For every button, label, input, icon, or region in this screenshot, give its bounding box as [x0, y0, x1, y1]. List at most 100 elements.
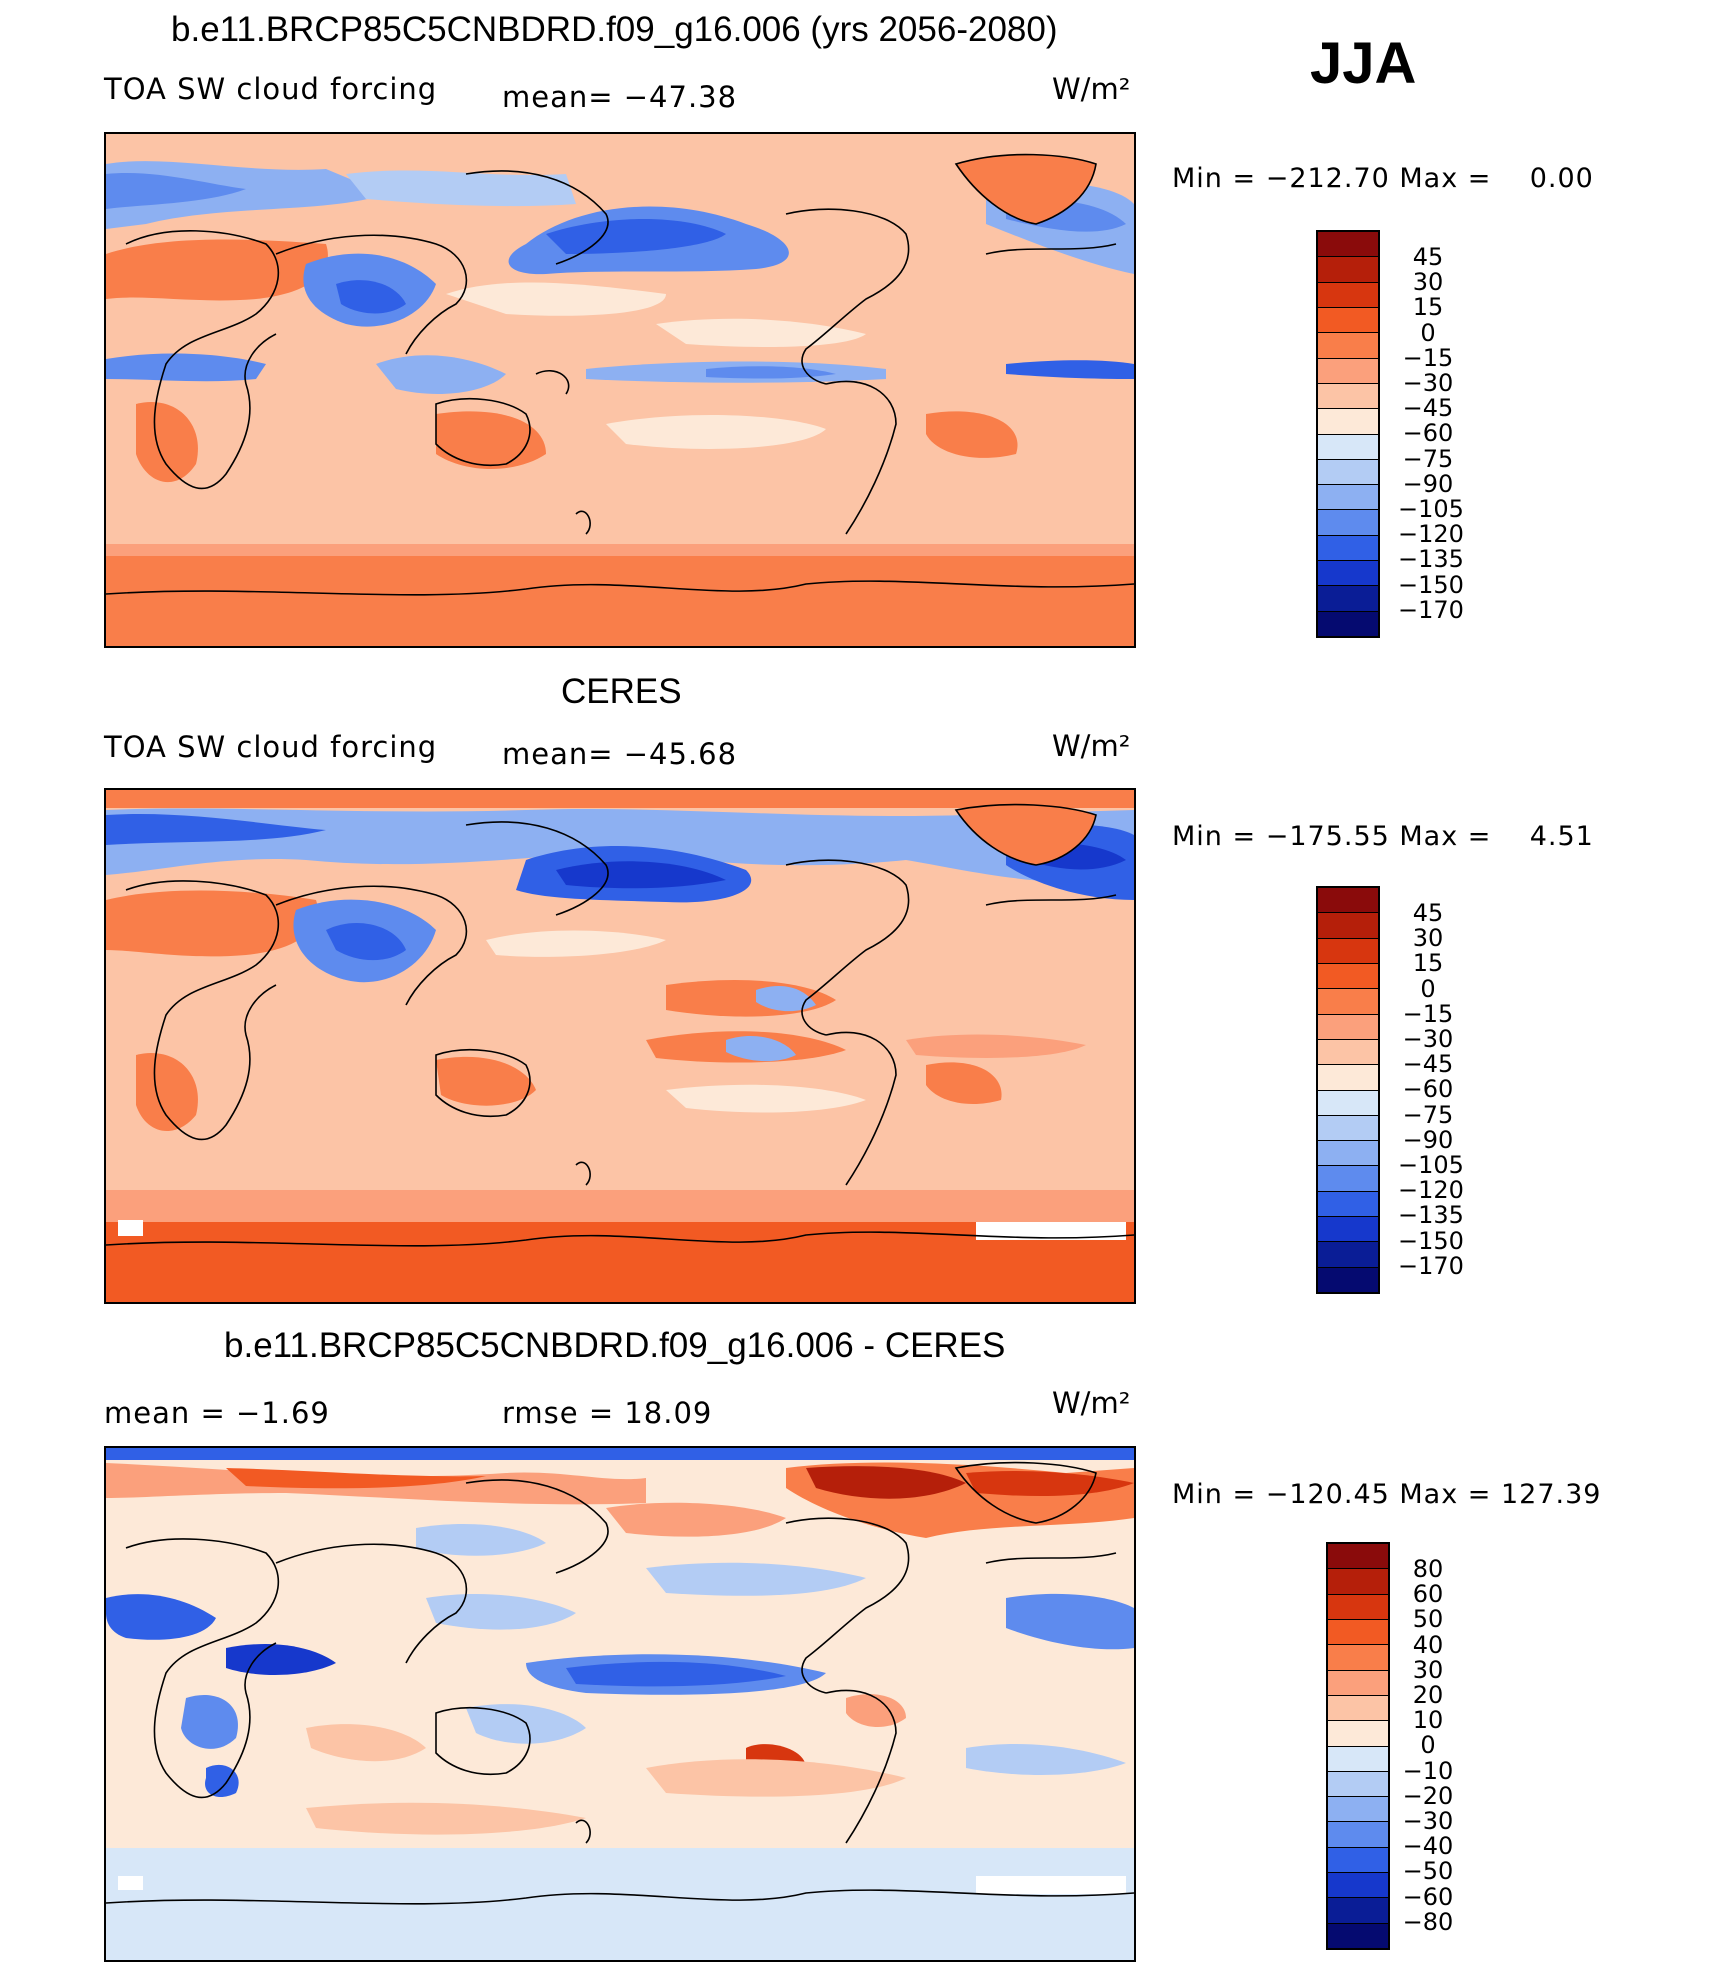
panel-3-minmax: Min = −120.45 Max = 127.39 [1172, 1479, 1602, 1510]
colorbar-tick-label: −150 [1398, 1226, 1464, 1255]
panel-3-units: W/m² [1052, 1386, 1131, 1420]
colorbar-tick-label: 40 [1412, 1630, 1444, 1659]
colorbar-tick-label: −45 [1402, 394, 1454, 423]
colorbar-swatch [1318, 888, 1378, 914]
colorbar-swatch [1328, 1594, 1388, 1620]
colorbar-tick-label: 45 [1412, 899, 1444, 927]
colorbar-swatch [1318, 1115, 1378, 1142]
colorbar-swatch [1318, 1217, 1378, 1243]
colorbar-tick-label: −15 [1402, 999, 1454, 1028]
colorbar-tick-label: −135 [1398, 1201, 1464, 1230]
panel-1-colorbar-ticks: 45 30 15 0 −15 −30 −45 −60 −75 −90 −105 −120 −135 −15… [1398, 243, 1464, 624]
colorbar-swatch [1328, 1670, 1388, 1696]
colorbar-swatch [1318, 409, 1378, 435]
colorbar-swatch [1318, 1267, 1378, 1292]
panel-1-colorbar [1316, 230, 1380, 638]
colorbar-tick-label: −150 [1398, 570, 1464, 599]
colorbar-swatch [1318, 963, 1378, 990]
colorbar-tick-label: −75 [1402, 444, 1454, 473]
colorbar-tick-label: 15 [1412, 949, 1444, 978]
colorbar-swatch [1318, 913, 1378, 939]
colorbar-swatch [1318, 257, 1378, 283]
colorbar-swatch [1318, 1039, 1378, 1066]
colorbar-swatch [1328, 1569, 1388, 1595]
colorbar-tick-label: −60 [1402, 419, 1454, 448]
colorbar-swatch [1328, 1645, 1388, 1671]
colorbar-swatch [1318, 561, 1378, 587]
colorbar-tick-label: 15 [1412, 293, 1444, 322]
colorbar-tick-label: 0 [1420, 974, 1436, 1003]
colorbar-tick-label: −60 [1402, 1075, 1454, 1104]
colorbar-tick-label: −105 [1398, 1151, 1464, 1180]
colorbar-swatch [1318, 459, 1378, 486]
panel-2-units: W/m² [1052, 729, 1131, 763]
colorbar-tick-label: −90 [1402, 469, 1454, 498]
panel-3-map [104, 1446, 1136, 1962]
colorbar-swatch [1318, 586, 1378, 612]
colorbar-swatch [1318, 938, 1378, 964]
colorbar-tick-label: 30 [1412, 268, 1444, 297]
panel-1-minmax: Min = −212.70 Max = 0.00 [1172, 163, 1594, 194]
colorbar-swatch [1318, 485, 1378, 511]
panel-2-colorbar [1316, 886, 1380, 1294]
panel-3-title: b.e11.BRCP85C5CNBDRD.f09_g16.006 - CERES [224, 1326, 1006, 1365]
colorbar-tick-label: −135 [1398, 545, 1464, 574]
colorbar-swatch [1318, 383, 1378, 410]
colorbar-tick-label: −30 [1402, 1807, 1454, 1836]
colorbar-swatch [1318, 232, 1378, 258]
colorbar-swatch [1318, 1191, 1378, 1218]
colorbar-tick-label: 10 [1412, 1706, 1444, 1735]
colorbar-tick-label: −15 [1402, 343, 1454, 372]
colorbar-swatch [1318, 307, 1378, 334]
colorbar-tick-label: −120 [1398, 1176, 1464, 1205]
panel-2-variable-label: TOA SW cloud forcing [104, 730, 438, 764]
colorbar-swatch [1328, 1544, 1388, 1570]
colorbar-swatch [1318, 282, 1378, 308]
panel-2-map [104, 788, 1136, 1304]
colorbar-tick-label: 0 [1420, 318, 1436, 347]
colorbar-swatch [1318, 1242, 1378, 1268]
colorbar-swatch [1328, 1873, 1388, 1899]
colorbar-swatch [1318, 535, 1378, 562]
panel-1-map-field [106, 134, 1134, 646]
colorbar-swatch [1328, 1619, 1388, 1646]
colorbar-tick-label: −170 [1398, 595, 1464, 624]
colorbar-swatch [1328, 1898, 1388, 1924]
colorbar-tick-label: −80 [1402, 1907, 1454, 1936]
panel-3-colorbar [1326, 1542, 1390, 1950]
panel-1-units: W/m² [1052, 72, 1131, 106]
colorbar-tick-label: −120 [1398, 520, 1464, 549]
colorbar-tick-label: −105 [1398, 495, 1464, 524]
colorbar-tick-label: 45 [1412, 243, 1444, 271]
colorbar-swatch [1328, 1797, 1388, 1823]
colorbar-tick-label: −90 [1402, 1125, 1454, 1154]
colorbar-swatch [1318, 434, 1378, 460]
colorbar-tick-label: −50 [1402, 1857, 1454, 1886]
panel-1-map [104, 132, 1136, 648]
colorbar-tick-label: 80 [1412, 1555, 1444, 1583]
panel-1-mean-label: mean= −47.38 [502, 80, 738, 114]
panel-3-rmse-label: rmse = 18.09 [502, 1396, 713, 1430]
colorbar-tick-label: −20 [1402, 1781, 1454, 1810]
colorbar-swatch [1318, 1014, 1378, 1040]
panel-3-colorbar-ticks: 80 60 50 40 30 20 10 0 −10 −20 −30 −40 −50 −60 −80 [1398, 1555, 1458, 1936]
colorbar-swatch [1328, 1822, 1388, 1848]
colorbar-swatch [1328, 1746, 1388, 1772]
colorbar-swatch [1328, 1771, 1388, 1798]
colorbar-swatch [1328, 1721, 1388, 1747]
colorbar-swatch [1318, 989, 1378, 1015]
colorbar-swatch [1318, 510, 1378, 536]
colorbar-tick-label: −75 [1402, 1100, 1454, 1129]
panel-2-colorbar-ticks: 45 30 15 0 −15 −30 −45 −60 −75 −90 −105 −120 −135 −15… [1398, 899, 1464, 1280]
colorbar-swatch [1328, 1847, 1388, 1874]
colorbar-tick-label: 60 [1412, 1580, 1444, 1609]
colorbar-tick-label: −10 [1402, 1756, 1454, 1785]
panel-2-title: CERES [561, 672, 682, 711]
colorbar-tick-label: −40 [1402, 1832, 1454, 1861]
colorbar-swatch [1318, 1141, 1378, 1167]
colorbar-tick-label: −170 [1398, 1251, 1464, 1280]
colorbar-swatch [1318, 1090, 1378, 1116]
colorbar-tick-label: 50 [1412, 1605, 1444, 1634]
panel-3-map-field [106, 1448, 1134, 1960]
season-label: JJA [1310, 31, 1417, 96]
